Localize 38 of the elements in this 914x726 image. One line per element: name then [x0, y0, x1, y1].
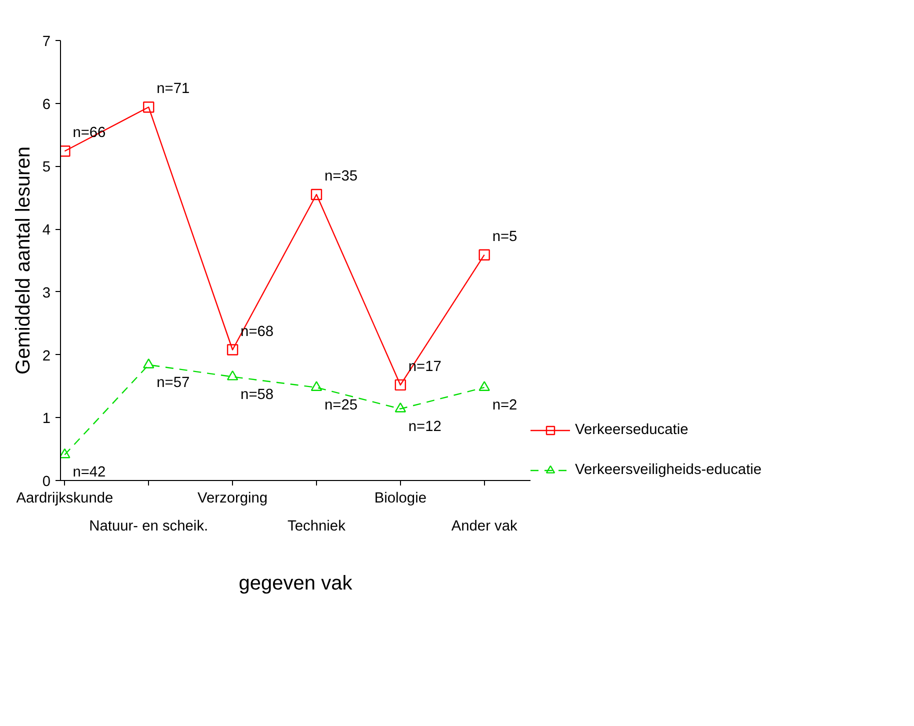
y-axis-title: Gemiddeld aantal lesuren [12, 146, 34, 374]
y-tick-label: 5 [42, 160, 51, 176]
x-tick-label: Ander vak [451, 518, 518, 534]
annotation: n=12 [408, 418, 442, 435]
point [143, 102, 154, 113]
y-tick-label: 1 [42, 411, 51, 428]
point [478, 381, 490, 391]
annotation: n=5 [492, 228, 518, 245]
point [478, 249, 490, 260]
legend-label: Verkeerseducatie [575, 422, 688, 438]
point [310, 188, 322, 200]
y-tick-label: 6 [42, 96, 51, 113]
annotation: n=2 [492, 397, 518, 414]
point [310, 381, 322, 391]
y-tick-label: 4 [42, 222, 51, 239]
x-tick-label: Natuur- en scheik. [89, 518, 208, 534]
y-tick-label: 2 [42, 348, 51, 364]
point [143, 358, 154, 368]
annotation: n=25 [324, 397, 358, 414]
annotation: n=35 [324, 168, 358, 184]
y-tick-label: 3 [42, 285, 51, 302]
annotation: n=68 [240, 324, 274, 340]
x-tick-label: Aardrijkskunde [16, 490, 114, 506]
x-tick-label: Biologie [374, 490, 426, 506]
x-tick-label: Techniek [288, 518, 346, 534]
x-axis-title: gegeven vak [238, 572, 354, 594]
annotation: n=57 [156, 374, 190, 391]
x-tick-label: Verzorging [198, 490, 268, 506]
point [394, 379, 406, 391]
annotation: n=71 [156, 81, 190, 98]
y-tick-label: 0 [42, 474, 51, 490]
y-tick-label: 7 [42, 34, 51, 50]
annotation: n=42 [72, 464, 106, 481]
annotation: n=58 [240, 386, 274, 403]
point [226, 344, 238, 356]
legend-label: Verkeersveiligheids-educatie [575, 462, 762, 478]
point [226, 370, 238, 380]
point [394, 402, 406, 412]
